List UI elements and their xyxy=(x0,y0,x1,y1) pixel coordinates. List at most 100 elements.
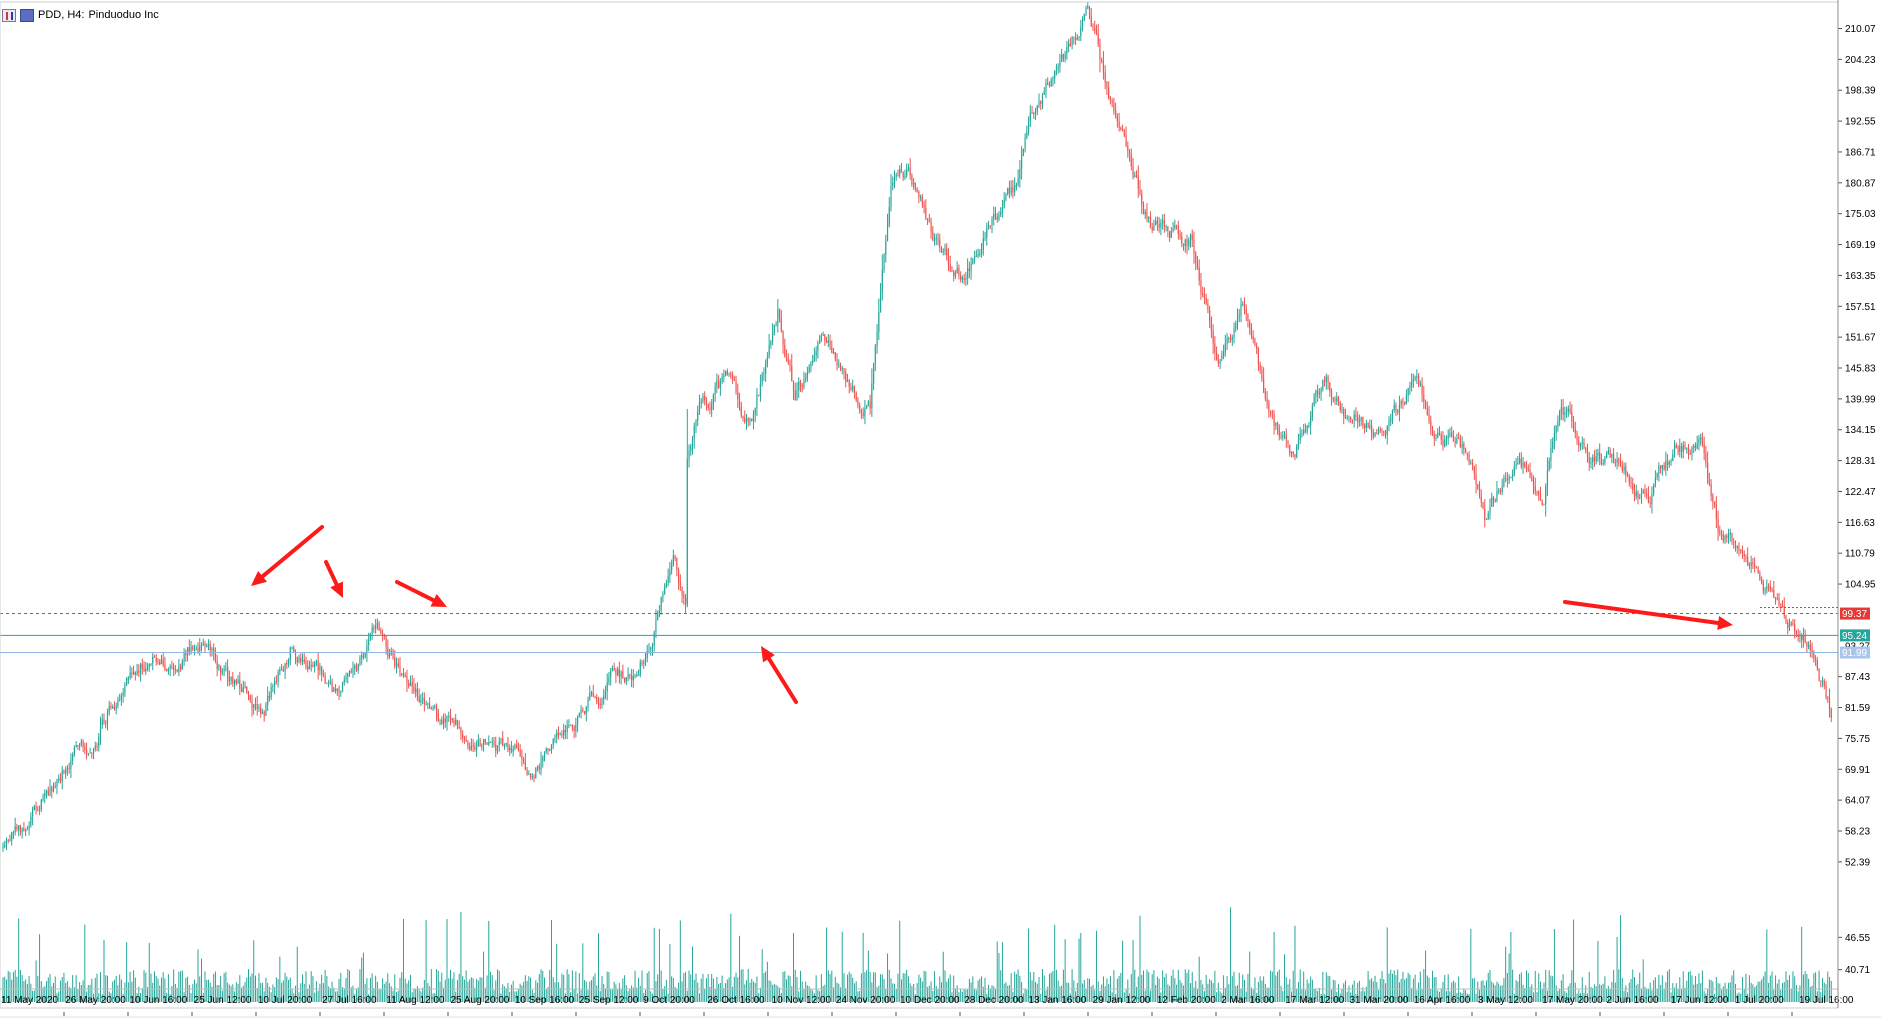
candle-body xyxy=(87,753,89,755)
volume-bar xyxy=(526,980,528,1002)
candle-body xyxy=(989,225,991,227)
candle xyxy=(1276,421,1279,435)
candle-body xyxy=(441,719,443,724)
candle-body xyxy=(1027,121,1030,132)
candle xyxy=(441,716,443,726)
candle-body xyxy=(1188,239,1190,246)
volume-bar xyxy=(1252,989,1254,1002)
volume-bar xyxy=(866,970,868,1002)
candle-body xyxy=(801,384,803,388)
candle xyxy=(375,618,377,634)
candle xyxy=(1334,396,1336,405)
candle xyxy=(61,765,63,790)
candle-body xyxy=(745,418,748,423)
volume-bar xyxy=(693,979,695,1002)
candle xyxy=(448,711,450,722)
candle-body xyxy=(1658,466,1660,474)
candle-body xyxy=(559,734,561,736)
candle xyxy=(1320,387,1322,401)
candle xyxy=(256,695,258,716)
candle-body xyxy=(775,323,777,326)
candle-body xyxy=(1809,644,1811,650)
candle xyxy=(341,681,344,693)
volume-bar xyxy=(709,986,711,1002)
candle xyxy=(843,367,845,380)
volume-bar xyxy=(904,973,906,1002)
candle-body xyxy=(907,167,910,170)
volume-bar xyxy=(819,991,821,1002)
candle-body xyxy=(1231,337,1233,340)
volume-bar xyxy=(617,989,619,1002)
candle-body xyxy=(1330,391,1333,399)
volume-bar xyxy=(989,988,991,1002)
volume-bar xyxy=(1562,974,1564,1002)
candle-body xyxy=(68,767,70,769)
volume-bar xyxy=(655,981,657,1002)
candle xyxy=(980,243,983,258)
price-tick-label: 192.55 xyxy=(1845,117,1876,128)
candle xyxy=(711,399,713,418)
candle-body xyxy=(1468,454,1470,464)
candle xyxy=(754,407,756,423)
candle-body xyxy=(1045,83,1047,92)
candle xyxy=(852,379,854,393)
volume-bar xyxy=(599,990,601,1002)
candle-body xyxy=(1633,490,1636,497)
candle-body xyxy=(864,408,866,417)
candle-body xyxy=(737,392,739,400)
candle xyxy=(1360,416,1362,427)
volume-bar xyxy=(1438,991,1440,1002)
candle xyxy=(1073,36,1075,45)
candle-body xyxy=(1358,421,1360,423)
candle xyxy=(1322,379,1324,392)
volume-bar xyxy=(812,990,814,1002)
volume-bar xyxy=(1759,981,1761,1002)
volume-bar xyxy=(91,978,93,1002)
candle xyxy=(1538,490,1540,501)
candle xyxy=(254,697,257,711)
candle xyxy=(183,648,185,667)
volume-bar xyxy=(84,924,86,1002)
volume-bar xyxy=(728,977,730,1002)
candle xyxy=(1823,678,1825,690)
candle xyxy=(1261,365,1263,382)
volume-bar xyxy=(1827,971,1829,1002)
volume-bar xyxy=(225,971,227,1002)
volume-bar xyxy=(1780,990,1782,1002)
candle xyxy=(895,172,897,181)
candle xyxy=(1761,576,1763,585)
volume-bar xyxy=(1712,981,1714,1002)
volume-bar xyxy=(451,978,453,1002)
volume-bar xyxy=(281,982,283,1002)
volume-bar xyxy=(909,983,911,1002)
volume-bar xyxy=(570,992,572,1002)
volume-bar xyxy=(1761,979,1763,1002)
candle-body xyxy=(369,633,371,640)
candle-body xyxy=(834,352,836,360)
candle xyxy=(1424,399,1427,410)
candle xyxy=(603,689,605,705)
candle xyxy=(1440,431,1442,445)
volume-bar xyxy=(1095,930,1097,1002)
candle-body xyxy=(1169,231,1171,238)
volume-bar xyxy=(1409,974,1411,1002)
volume-bar xyxy=(1125,989,1127,1002)
volume-bar xyxy=(1186,972,1188,1002)
candle xyxy=(1054,70,1056,84)
price-tick-label: 110.79 xyxy=(1845,549,1875,560)
volume-bar xyxy=(1797,991,1799,1002)
volume-bar xyxy=(1703,990,1705,1002)
candle xyxy=(63,769,65,775)
price-tick-label: 175.03 xyxy=(1845,209,1876,220)
candle xyxy=(1364,423,1366,434)
candle xyxy=(641,659,643,667)
volume-bar xyxy=(1644,986,1646,1002)
volume-bar xyxy=(1012,991,1014,1002)
volume-bar xyxy=(665,979,667,1002)
candle xyxy=(462,730,464,743)
time-tick-label: 2 Mar 16:00 xyxy=(1221,995,1275,1006)
candle xyxy=(597,696,600,709)
candle xyxy=(965,271,967,287)
candle xyxy=(872,362,875,391)
